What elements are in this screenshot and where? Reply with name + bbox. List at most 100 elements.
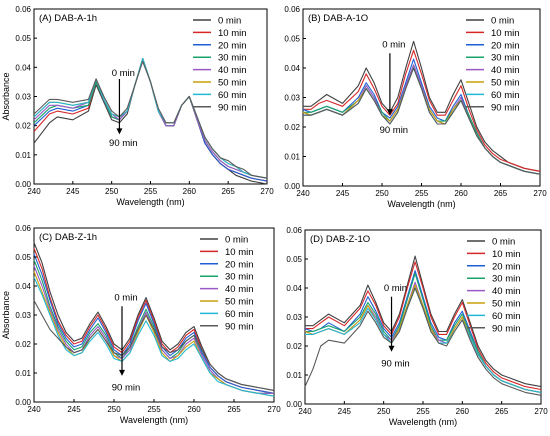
chart-4-legend-label: 40 min — [492, 286, 521, 297]
chart-3-legend-label: 90 min — [225, 321, 254, 332]
chart-4-series-line-90-min — [304, 287, 542, 396]
chart-4-arrow-label-top: 0 min — [384, 283, 407, 294]
chart-1-y-tick-label: 0.06 — [15, 5, 31, 14]
chart-3-x-tick-label: 240 — [27, 405, 41, 414]
chart-1-legend-label: 0 min — [218, 16, 241, 27]
chart-3-y-tick-label: 0.06 — [15, 224, 31, 233]
chart-1-legend-label: 50 min — [218, 78, 247, 89]
chart-4-y-tick-label: 0.05 — [286, 255, 302, 264]
chart-1-series-line-60-min — [33, 58, 268, 179]
chart-1-x-tick-label: 255 — [144, 187, 158, 196]
chart-2-x-axis-label: Wavelength (nm) — [387, 199, 455, 209]
chart-2-y-tick-label: 0.03 — [284, 94, 300, 103]
chart-1-title: (A) DAB-A-1h — [39, 13, 97, 24]
chart-3-title: (C) DAB-Z-1h — [39, 232, 97, 243]
chart-1-legend-label: 10 min — [218, 28, 247, 39]
chart-2-x-tick-label: 250 — [375, 189, 389, 198]
chart-4-y-tick-label: 0.02 — [286, 342, 302, 351]
chart-1-legend-label: 20 min — [218, 40, 247, 51]
chart-4-series-line-10-min — [305, 261, 542, 391]
chart-3-y-tick-label: 0.05 — [15, 253, 31, 262]
chart-2-y-tick-label: 0.01 — [284, 153, 300, 162]
chart-2-arrow-label-top: 0 min — [382, 39, 405, 50]
chart-2-arrow-head — [386, 109, 393, 116]
chart-3-y-tick-label: 0.01 — [15, 369, 31, 378]
chart-3-x-tick-label: 265 — [227, 405, 241, 414]
chart-3-arrow-label-bottom: 90 min — [112, 382, 141, 393]
chart-1-x-axis-label: Wavelength (nm) — [116, 197, 184, 207]
chart-3-series-line-20-min — [33, 253, 275, 394]
chart-4-legend-label: 0 min — [492, 237, 515, 248]
chart-2-x-tick-label: 260 — [454, 189, 468, 198]
chart-4-title: (D) DAB-Z-1O — [310, 234, 370, 245]
chart-1-arrow-label-bottom: 90 min — [109, 138, 138, 149]
chart-3-legend-label: 30 min — [225, 272, 254, 283]
chart-1-series-line-90-min — [33, 60, 268, 179]
chart-3-arrow-head — [119, 369, 125, 376]
chart-2-x-tick-label: 240 — [296, 189, 310, 198]
chart-3-x-tick-label: 250 — [107, 405, 121, 414]
chart-2-legend-label: 30 min — [491, 53, 520, 64]
chart-4-legend-label: 10 min — [492, 249, 521, 260]
chart-1-arrow-label-top: 0 min — [112, 68, 135, 79]
chart-2-series-line-90-min — [303, 67, 541, 175]
chart-4-x-tick-label: 260 — [456, 407, 470, 416]
chart-2-legend-label: 50 min — [491, 78, 520, 89]
chart-4-y-tick-label: 0.03 — [286, 313, 302, 322]
chart-4-x-tick-label: 245 — [338, 407, 352, 416]
chart-4-x-tick-label: 255 — [416, 407, 430, 416]
chart-3-legend-label: 40 min — [225, 284, 254, 295]
chart-2-series-line-0-min — [303, 40, 541, 172]
chart-1-y-tick-label: 0.02 — [15, 122, 31, 131]
chart-1-y-tick-label: 0.05 — [15, 34, 31, 43]
chart-3-x-tick-label: 270 — [267, 405, 281, 414]
chart-4-arrow-label-bottom: 90 min — [381, 358, 410, 369]
chart-2-legend-label: 60 min — [491, 90, 520, 101]
chart-2-x-tick-label: 255 — [415, 189, 429, 198]
chart-2-y-tick-label: 0.06 — [284, 5, 300, 14]
chart-1-x-tick-label: 245 — [66, 187, 80, 196]
chart-1-y-tick-label: 0.00 — [15, 180, 31, 189]
chart-3-x-axis-label: Wavelength (nm) — [120, 415, 188, 425]
chart-3-y-tick-label: 0.03 — [15, 311, 31, 320]
chart-3-y-axis-label: Absorbance — [1, 291, 11, 339]
chart-1-x-tick-label: 265 — [221, 187, 235, 196]
chart-2-legend-label: 40 min — [491, 65, 520, 76]
chart-3-y-tick-label: 0.04 — [15, 282, 31, 291]
chart-3-x-tick-label: 245 — [67, 405, 81, 414]
chart-4-y-tick-label: 0.00 — [286, 400, 302, 409]
chart-2-series-line-10-min — [303, 49, 541, 172]
chart-3-arrow-label-top: 0 min — [114, 293, 137, 304]
chart-3-series-line-60-min — [33, 277, 275, 397]
chart-1-legend-label: 30 min — [218, 53, 247, 64]
chart-1-legend-label: 90 min — [218, 102, 247, 113]
chart-2-x-tick-label: 265 — [494, 189, 508, 198]
chart-4-x-tick-label: 240 — [298, 407, 312, 416]
chart-4-y-tick-label: 0.04 — [286, 284, 302, 293]
chart-4-series-line-0-min — [305, 255, 542, 388]
chart-2-legend-label: 0 min — [491, 16, 514, 27]
chart-3-y-tick-label: 0.02 — [15, 340, 31, 349]
chart-1-arrow-head — [116, 128, 123, 135]
chart-4-x-tick-label: 265 — [495, 407, 509, 416]
chart-2-y-tick-label: 0.02 — [284, 123, 300, 132]
chart-1-x-tick-label: 250 — [105, 187, 119, 196]
chart-2-legend-label: 90 min — [491, 102, 520, 113]
chart-3-legend-label: 10 min — [225, 247, 254, 258]
chart-4-legend-label: 30 min — [492, 274, 521, 285]
chart-3-legend-label: 20 min — [225, 259, 254, 270]
chart-4-y-tick-label: 0.06 — [286, 226, 302, 235]
chart-1-x-tick-label: 240 — [27, 187, 41, 196]
chart-4-legend-label: 60 min — [492, 311, 521, 322]
chart-3-y-tick-label: 0.00 — [15, 398, 31, 407]
chart-2-legend-label: 10 min — [491, 28, 520, 39]
chart-4-legend-label: 20 min — [492, 261, 521, 272]
chart-4-arrow-head — [388, 345, 395, 352]
chart-2-title: (B) DAB-A-1O — [308, 13, 368, 24]
chart-4-x-tick-label: 270 — [534, 407, 548, 416]
chart-2-x-tick-label: 270 — [533, 189, 547, 198]
chart-2-y-tick-label: 0.04 — [284, 64, 300, 73]
chart-1-x-tick-label: 270 — [260, 187, 274, 196]
chart-3-legend-label: 50 min — [225, 297, 254, 308]
